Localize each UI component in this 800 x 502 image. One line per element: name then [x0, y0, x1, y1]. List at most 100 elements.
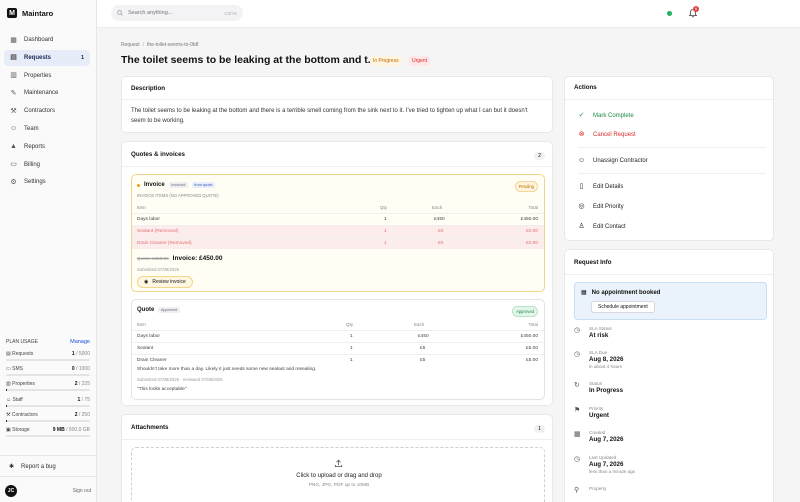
quote-note: Shouldn't take more than a day. Likely i… [137, 367, 317, 372]
from-quote-tag: from quote [191, 182, 215, 188]
report-bug-link[interactable]: ✱ Report a bug [9, 463, 56, 471]
usage-label: Storage [12, 426, 30, 433]
usage-used: 1 [71, 351, 75, 357]
sidebar-item-properties[interactable]: ▥ Properties [4, 68, 90, 84]
breadcrumb-root[interactable]: Request [121, 42, 140, 48]
row-item: Sealant (Removed) [137, 229, 179, 234]
quote-submitted: Submitted 07/08/2026 · reviewed 07/08/20… [137, 377, 223, 382]
eye-icon: ◉ [144, 279, 149, 285]
edit-details-button[interactable]: ▯ Edit Details [578, 183, 624, 190]
row-each: £450 [418, 334, 429, 339]
table-row: Drain Cleaner 1 £5 £5.00 [132, 354, 544, 366]
edit-priority-button[interactable]: ◎ Edit Priority [578, 203, 623, 210]
description-title: Description [131, 85, 166, 92]
table-header: Item Qty Each Total [132, 318, 544, 330]
sidebar-item-settings[interactable]: ⚙ Settings [4, 174, 90, 190]
request-info-card: Request Info ▦ No appointment booked Sch… [564, 249, 774, 502]
sidebar-item-contractors[interactable]: ⚒ Contractors [4, 103, 90, 119]
actions-card: Actions ✓ Mark Complete ⊗ Cancel Request… [564, 76, 774, 241]
row-each: £450 [434, 217, 445, 222]
row-item: Days labor [137, 334, 160, 339]
quotes-title: Quotes & invoices [131, 151, 185, 158]
divider [578, 173, 766, 174]
info-value: In Progress [589, 387, 624, 394]
clock-icon: ◷ [574, 456, 581, 463]
brand[interactable]: M Maintaro [7, 8, 53, 18]
info-label: Status [589, 381, 603, 386]
sidebar-item-billing[interactable]: ▭ Billing [4, 157, 90, 173]
sidebar-item-label: Settings [24, 179, 46, 186]
search-input[interactable] [128, 10, 220, 16]
invoice-status-badge: Pending [514, 181, 538, 192]
sign-out-link[interactable]: Sign out [72, 488, 91, 494]
info-status: ↻ Status In Progress [574, 381, 623, 394]
info-value: Aug 8, 2026 [589, 356, 624, 363]
usage-used: 2 [74, 411, 78, 418]
usage-max: / 500.0 GB [66, 426, 90, 433]
online-status-icon [667, 11, 672, 16]
row-qty: 1 [350, 358, 353, 363]
info-priority: ⚑ Priority Urgent [574, 406, 609, 419]
schedule-appointment-button[interactable]: Schedule appointment [591, 301, 655, 313]
building-icon: ▥ [10, 72, 17, 80]
message-icon: ▭ SMS [6, 366, 23, 373]
manage-link[interactable]: Manage [70, 339, 90, 345]
clock-icon: ◷ [574, 351, 581, 358]
page-title: The toilet seems to be leaking at the bo… [121, 54, 377, 66]
sidebar-item-label: Dashboard [24, 37, 54, 43]
usage-max: / 250 [78, 411, 90, 418]
col-item: Item [137, 321, 146, 327]
divider [0, 476, 97, 477]
sidebar-item-maintenance[interactable]: ✎ Maintenance [4, 85, 90, 101]
col-item: Item [137, 204, 146, 210]
divider [122, 439, 552, 440]
usage-bar [6, 404, 90, 407]
upload-dropzone[interactable]: Click to upload or drag and drop PNG, JP… [131, 447, 545, 502]
col-qty: Qty [346, 321, 354, 327]
divider [565, 274, 773, 275]
col-each: Each [414, 321, 425, 327]
edit-contact-button[interactable]: ♙ Edit Contact [578, 223, 625, 230]
plan-usage: PLAN USAGE Manage ▤ Requests 1 / 5000 ▭ S… [6, 339, 90, 442]
info-last-updated: ◷ Last Updated Aug 7, 2026 less than a min… [574, 455, 635, 474]
quote-box: Quote Approved Approved Item Qty Each To… [131, 299, 545, 400]
description-card: Description The toilet seems to be leaki… [121, 76, 553, 133]
avatar[interactable]: JC [5, 485, 17, 497]
invoice-box: Invoice Invoiced from quote Pending INVO… [131, 174, 545, 292]
quote-status-badge: Approved [512, 306, 538, 317]
review-invoice-button[interactable]: ◉ Review invoice [137, 276, 193, 288]
sidebar-item-requests[interactable]: ▤ Requests 1 [4, 49, 90, 66]
usage-used: 1 [77, 396, 81, 403]
inbox-icon: ▤ Requests [6, 351, 34, 357]
usage-bar [6, 434, 90, 437]
search-bar[interactable]: Ctrl+K [111, 5, 243, 21]
mark-complete-button[interactable]: ✓ Mark Complete [578, 112, 634, 119]
usage-row-storage: ▣ Storage 9 MB / 500.0 GB [6, 427, 90, 437]
divider [122, 166, 552, 167]
row-each: £0 [438, 229, 444, 234]
invoice-subtitle: INVOICE ITEMS (NO APPROVED QUOTE) [137, 193, 219, 198]
info-value: At risk [589, 332, 609, 339]
grid-icon: ▦ [10, 36, 17, 44]
search-icon [117, 10, 123, 16]
quote-table: Item Qty Each Total Days labor 1 £450 £4… [132, 318, 544, 366]
priority-badge: Urgent [409, 56, 431, 66]
table-row: Days labor 1 £450 £450.00 [132, 213, 544, 225]
col-qty: Qty [380, 204, 388, 210]
sidebar-item-reports[interactable]: ▲ Reports [4, 139, 90, 155]
info-label: SLA Status [589, 326, 612, 331]
cancel-request-button[interactable]: ⊗ Cancel Request [578, 131, 636, 138]
user-area: JC Sign out [5, 485, 91, 497]
appointment-status: No appointment booked [591, 289, 661, 296]
usage-label: Properties [12, 381, 35, 388]
edit-details-label: Edit Details [593, 183, 624, 190]
unassign-contractor-button[interactable]: ☺ Unassign Contractor [578, 157, 648, 164]
quotes-card: Quotes & invoices 2 Invoice Invoiced fro… [121, 141, 553, 406]
sidebar-item-dashboard[interactable]: ▦ Dashboard [4, 32, 90, 48]
flag-icon: ⚑ [574, 407, 581, 414]
status-badge: In Progress [370, 56, 402, 66]
info-value: Aug 7, 2026 [589, 436, 624, 443]
usage-row-properties: ▥ Properties 2 / 225 [6, 381, 90, 392]
notification-badge: 6 [693, 6, 699, 12]
sidebar-item-team[interactable]: ☺ Team [4, 121, 90, 137]
